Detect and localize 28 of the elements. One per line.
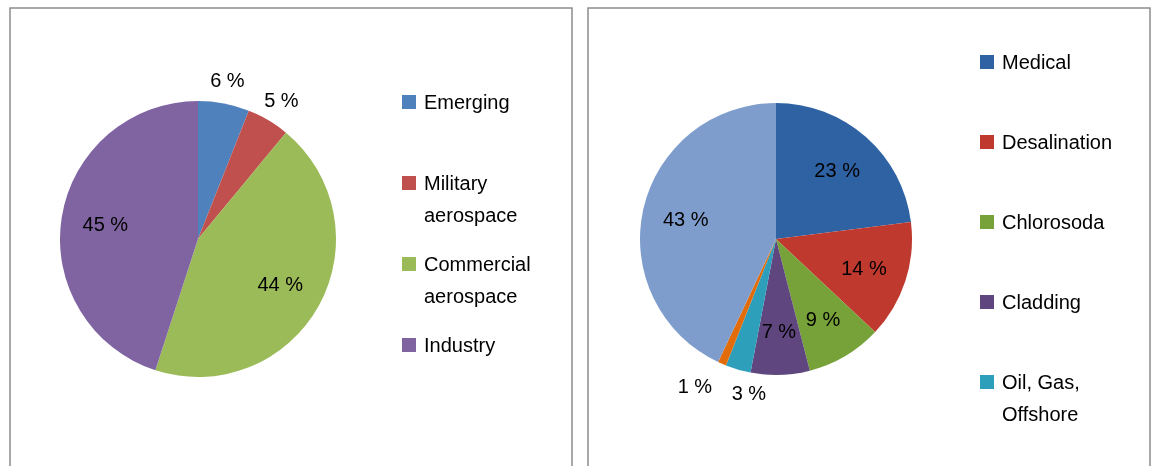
legend-label: Medical [1002,51,1071,73]
data-label: 14 % [841,256,887,279]
legend-label: Industry [424,334,496,356]
data-label: 1 % [677,374,713,397]
legend-label: Cladding [1002,291,1081,313]
data-label: 6 % [210,68,245,91]
pie-slice [155,132,336,377]
data-label: 44 % [257,273,304,296]
legend-label: Emerging [424,91,510,113]
data-label: 23 % [814,158,861,181]
legend-label: Commercial aerospace [424,253,531,307]
legend-label: Military aerospace [424,172,518,226]
data-label: 5 % [264,88,299,111]
data-label: 43 % [662,207,709,230]
pie-slice [198,101,249,239]
pie-slice [198,110,286,239]
pie-slice [776,103,911,239]
pie-slice [60,101,198,371]
legend-label: Oil, Gas, Offshore [1002,371,1080,425]
pie-slice [725,239,776,373]
legend-label: Desalination [1002,131,1113,153]
pie-slice [640,103,776,363]
data-label: 9 % [805,307,841,330]
legend-label: Chlorosoda [1002,211,1106,233]
data-label: 3 % [731,381,767,404]
pie-slice [718,239,776,366]
data-label: 7 % [761,320,797,343]
data-label: 45 % [82,213,129,236]
